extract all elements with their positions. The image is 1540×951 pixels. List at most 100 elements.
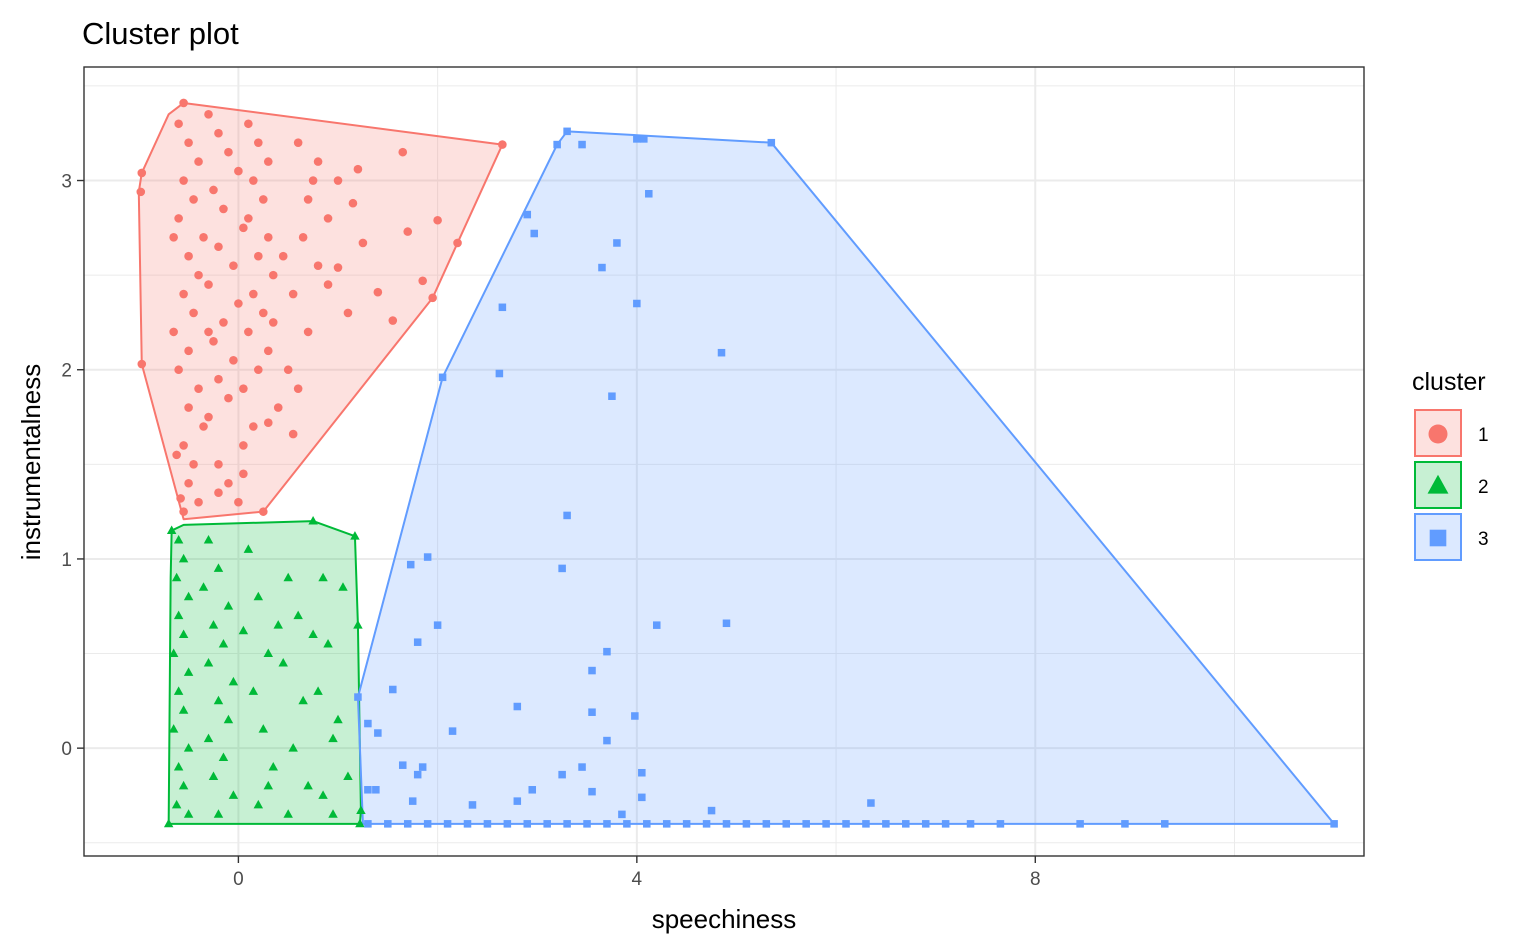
cluster-1-point	[214, 242, 223, 252]
cluster-3-point	[638, 793, 646, 802]
cluster-2-point	[203, 534, 214, 544]
cluster-3-point	[513, 702, 522, 711]
cluster-1-point	[244, 214, 253, 223]
cluster-2-point	[283, 809, 293, 818]
cluster-3-point	[782, 820, 791, 828]
cluster-3-point	[364, 820, 372, 828]
cluster-2-point	[198, 582, 209, 591]
cluster-1-point	[333, 263, 343, 272]
cluster-2-point	[223, 714, 234, 724]
cluster-3-point	[588, 708, 596, 716]
cluster-2-point	[356, 805, 366, 815]
cluster-3-point	[638, 768, 646, 777]
cluster-2-point	[178, 780, 189, 790]
cluster-1-point	[214, 128, 223, 138]
cluster-1-point	[263, 346, 273, 356]
cluster-1-point	[214, 488, 223, 498]
cluster-2-point	[308, 629, 318, 639]
cluster-1-point	[343, 308, 353, 318]
cluster-3-point	[842, 820, 850, 828]
cluster-3-point	[389, 685, 397, 694]
cluster-3-point	[867, 799, 875, 807]
cluster-3-point	[583, 820, 591, 828]
x-tick-label: 8	[1030, 869, 1041, 890]
cluster-2-point	[253, 591, 264, 601]
cluster-2-point	[213, 809, 224, 818]
cluster-3-point	[563, 820, 571, 828]
cluster-2-point	[293, 610, 303, 620]
cluster-1-point	[229, 355, 238, 365]
cluster-1-point	[199, 232, 208, 242]
minor-gridlines	[84, 67, 1364, 856]
cluster-2-point	[263, 780, 274, 790]
cluster-3-point	[707, 806, 716, 815]
cluster-1-point	[244, 119, 253, 129]
cluster-1-point	[194, 270, 203, 280]
cluster-1-point	[313, 261, 323, 270]
cluster-3-point	[767, 138, 776, 147]
cluster-3-point	[423, 553, 432, 561]
cluster-1-point	[254, 138, 263, 147]
cluster-1-point	[313, 157, 323, 166]
cluster-2-point	[171, 799, 182, 809]
cluster-1-point	[234, 166, 243, 176]
cluster-3-point	[722, 619, 731, 628]
cluster-3-point	[762, 820, 771, 828]
y-tick-label: 1	[61, 550, 72, 571]
cluster-3-point	[643, 820, 651, 828]
plot-panel	[84, 67, 1364, 856]
cluster-2-point	[333, 714, 343, 724]
cluster-2-points	[163, 516, 366, 828]
cluster-3-point	[1076, 820, 1084, 828]
cluster-2-point	[178, 705, 189, 714]
cluster-2-point	[213, 695, 224, 705]
cluster-1-point	[268, 270, 278, 280]
cluster-1-point	[298, 232, 308, 242]
cluster-1-point	[214, 374, 223, 384]
cluster-1-point	[433, 215, 442, 225]
cluster-2-point	[178, 553, 189, 563]
cluster-1-point	[239, 469, 248, 479]
cluster-1-point	[184, 138, 193, 147]
cluster-3-point	[682, 820, 691, 828]
cluster-1-point	[189, 195, 198, 204]
cluster-1-point	[398, 147, 408, 157]
cluster-1-point	[263, 232, 273, 242]
cluster-1-point	[137, 168, 147, 178]
cluster-3-point	[613, 239, 621, 247]
cluster-3-point	[530, 229, 539, 238]
cluster-1-point	[224, 478, 233, 488]
cluster-3-point	[1161, 820, 1169, 828]
cluster-3-point	[558, 564, 566, 573]
cluster-1-point	[428, 293, 437, 303]
cluster-3-point	[966, 820, 975, 828]
cluster-3-point	[603, 820, 611, 828]
cluster-3-point	[578, 763, 586, 771]
cluster-3-point	[553, 140, 561, 149]
cluster-3-point	[862, 820, 870, 828]
cluster-3-points	[354, 127, 1338, 828]
legend-title: cluster	[1412, 368, 1486, 396]
cluster-3-point	[433, 621, 442, 629]
cluster-1-point	[263, 157, 273, 166]
cluster-2-point	[218, 639, 229, 648]
cluster-1-point	[179, 176, 188, 185]
cluster-3-point	[364, 719, 372, 728]
cluster-1-point	[179, 507, 188, 516]
cluster-2-point	[223, 601, 234, 610]
cluster-3-point	[523, 210, 532, 219]
cluster-1-point	[373, 287, 383, 297]
cluster-3-point	[468, 801, 477, 809]
cluster-1-point	[333, 176, 343, 185]
cluster-3-point	[413, 770, 422, 779]
cluster-1-point	[194, 384, 203, 393]
cluster-3-point	[631, 712, 639, 720]
cluster-2-point	[263, 648, 274, 657]
chart-title: Cluster plot	[82, 16, 239, 51]
cluster-1-point	[214, 460, 223, 469]
cluster-3-point	[418, 763, 427, 771]
cluster-1-point	[268, 318, 278, 327]
cluster-1-point	[418, 276, 427, 286]
cluster-2-point	[173, 534, 184, 544]
cluster-3-point	[528, 786, 537, 794]
